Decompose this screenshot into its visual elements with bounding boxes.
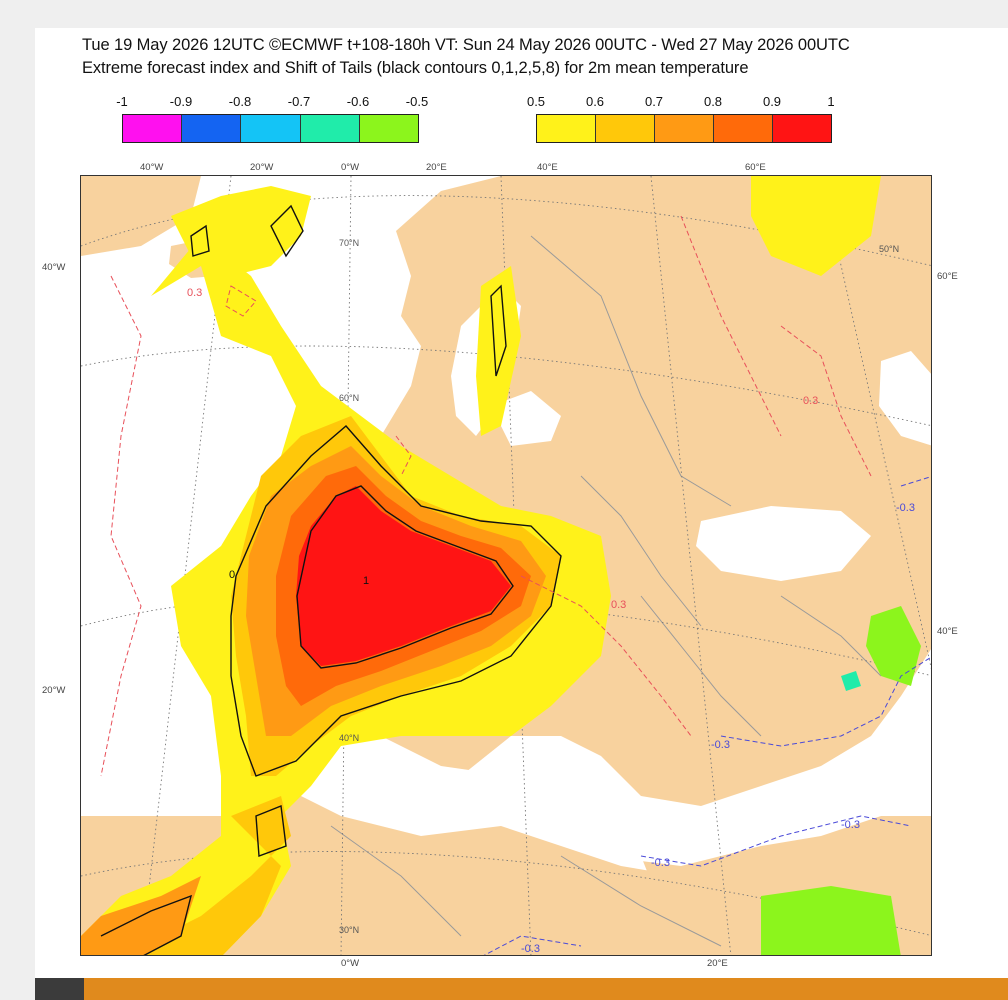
map-canvas: 0 1 0.3 0.3 0.3 -0.3 -0.3 -0.3 -0.3 -0.3… bbox=[81, 176, 931, 955]
lat-label-right: 60°E bbox=[937, 271, 958, 282]
north-africa-land bbox=[81, 786, 931, 955]
legend-tick: 0.9 bbox=[762, 94, 782, 109]
legend-tick: 0.8 bbox=[703, 94, 723, 109]
legend-tick: 1 bbox=[827, 94, 835, 109]
legend-negative-swatch-1 bbox=[182, 115, 242, 142]
legend-negative-swatch-0 bbox=[123, 115, 183, 142]
legend-negative-ticks: -1 -0.9 -0.8 -0.7 -0.6 -0.5 bbox=[116, 94, 428, 110]
mediterranean-sea bbox=[461, 649, 931, 866]
legend-negative-colorbar bbox=[122, 114, 419, 143]
black-sea bbox=[696, 506, 871, 581]
lon-label-top: 20°E bbox=[426, 162, 447, 173]
pos-03-label: 0.3 bbox=[187, 287, 202, 299]
neg-03-label: -0.3 bbox=[521, 943, 540, 955]
efi-yellow-russia bbox=[751, 176, 881, 276]
legend-positive-swatch-2 bbox=[655, 115, 714, 142]
lon-label-bottom: 20°E bbox=[707, 958, 728, 969]
sot-label-one: 1 bbox=[363, 575, 369, 587]
legend-tick: 0.5 bbox=[526, 94, 546, 109]
legend-tick: -0.8 bbox=[228, 94, 252, 109]
efi-light-orange-africa bbox=[142, 796, 291, 955]
lon-label-top: 0°W bbox=[341, 162, 360, 173]
legend-positive-swatch-0 bbox=[537, 115, 596, 142]
footer-dark-block bbox=[35, 978, 84, 1000]
lat-grid-label: 50°N bbox=[879, 244, 899, 254]
baltic-south bbox=[491, 391, 561, 446]
efi-green-africa bbox=[761, 886, 901, 955]
lon-label-bottom: 0°W bbox=[341, 958, 360, 969]
legend-tick: 0.6 bbox=[585, 94, 605, 109]
legend-positive-colorbar bbox=[536, 114, 832, 143]
legend-positive-ticks: 0.5 0.6 0.7 0.8 0.9 1 bbox=[527, 94, 836, 110]
legend-tick: 0.7 bbox=[644, 94, 664, 109]
lat-grid-label: 60°N bbox=[339, 393, 359, 403]
caspian-sea bbox=[879, 351, 931, 446]
pos-03-label: 0.3 bbox=[611, 599, 626, 611]
legend-positive-swatch-4 bbox=[773, 115, 831, 142]
legend-tick: -0.7 bbox=[287, 94, 311, 109]
efi-cyan-patch bbox=[841, 671, 861, 691]
neg-03-label: -0.3 bbox=[651, 857, 670, 869]
efi-red-area bbox=[296, 486, 511, 666]
lat-grid-label: 30°N bbox=[339, 925, 359, 935]
sot-label-zero: 0 bbox=[229, 569, 235, 581]
lon-label-top: 20°W bbox=[250, 162, 274, 173]
legend-negative-swatch-3 bbox=[300, 115, 360, 142]
legend-positive-swatch-3 bbox=[714, 115, 773, 142]
lat-label-left: 40°W bbox=[42, 262, 66, 273]
legend-tick: -1 bbox=[116, 94, 128, 109]
lon-label-top: 60°E bbox=[745, 162, 766, 173]
legend-tick: -0.5 bbox=[405, 94, 429, 109]
legend-tick: -0.9 bbox=[169, 94, 193, 109]
neg-03-label: -0.3 bbox=[841, 819, 860, 831]
pos-03-contours bbox=[100, 215, 872, 777]
efi-yellow-iceland bbox=[171, 186, 311, 276]
lon-label-top: 40°E bbox=[537, 162, 558, 173]
sot-contours bbox=[100, 204, 562, 955]
footer-orange-bar bbox=[84, 978, 1008, 1000]
lat-label-right: 40°E bbox=[937, 626, 958, 637]
lat-label-left: 20°W bbox=[42, 685, 66, 696]
legend-positive-swatch-1 bbox=[596, 115, 655, 142]
neg-03-label: -0.3 bbox=[711, 739, 730, 751]
efi-yellow-scandinavia bbox=[476, 266, 521, 436]
neg-03-label: -0.3 bbox=[896, 502, 915, 514]
legend-negative-swatch-4 bbox=[359, 115, 419, 142]
pos-03-label: 0.3 bbox=[803, 395, 818, 407]
efi-green-east bbox=[866, 606, 921, 686]
lat-grid-label: 40°N bbox=[339, 733, 359, 743]
lon-label-top: 40°W bbox=[140, 162, 164, 173]
legend-negative-swatch-2 bbox=[241, 115, 301, 142]
efi-map: 0 1 0.3 0.3 0.3 -0.3 -0.3 -0.3 -0.3 -0.3… bbox=[80, 175, 932, 956]
neg-03-contours bbox=[483, 476, 931, 955]
forecast-title: Tue 19 May 2026 12UTC ©ECMWF t+108-180h … bbox=[82, 36, 850, 54]
lat-grid-label: 70°N bbox=[339, 238, 359, 248]
legend-tick: -0.6 bbox=[346, 94, 370, 109]
forecast-subtitle: Extreme forecast index and Shift of Tail… bbox=[82, 59, 749, 77]
